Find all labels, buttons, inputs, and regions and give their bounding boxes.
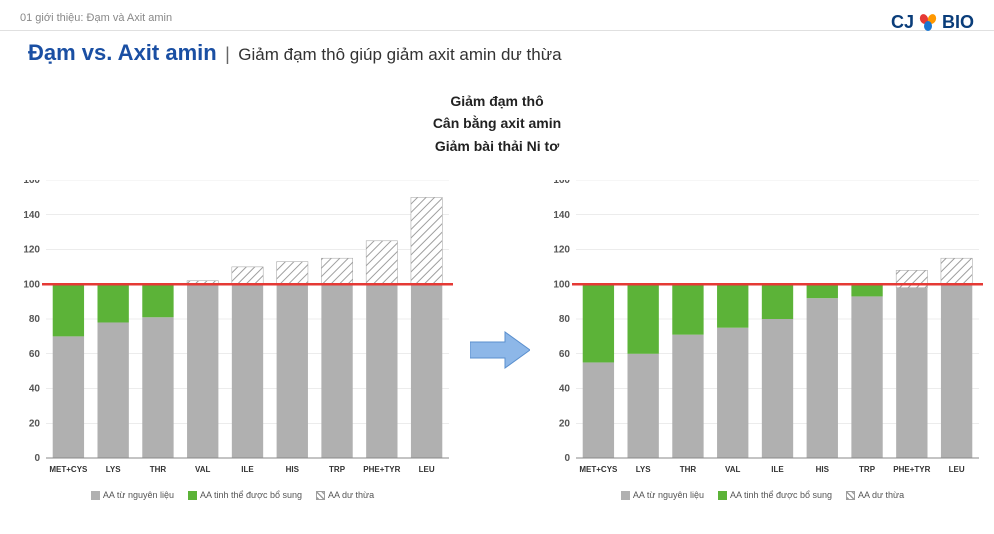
- center-line-1: Giảm đạm thô: [0, 90, 994, 112]
- legend-item-s3: AA dư thừa: [316, 490, 374, 500]
- svg-text:MET+CYS: MET+CYS: [579, 465, 618, 474]
- legend-right: AA từ nguyên liệu AA tinh thể được bổ su…: [540, 490, 985, 500]
- legend-label-s2-r: AA tinh thể được bổ sung: [730, 490, 832, 500]
- legend-item-s1: AA từ nguyên liệu: [91, 490, 174, 500]
- legend-label-s1: AA từ nguyên liệu: [103, 490, 174, 500]
- svg-text:LEU: LEU: [949, 465, 965, 474]
- legend-item-s1-r: AA từ nguyên liệu: [621, 490, 704, 500]
- svg-text:140: 140: [553, 210, 570, 221]
- svg-text:40: 40: [559, 384, 571, 395]
- breadcrumb: 01 giới thiệu: Đạm và Axit amin: [20, 12, 172, 24]
- svg-text:20: 20: [29, 418, 41, 429]
- svg-text:0: 0: [34, 453, 40, 464]
- svg-text:80: 80: [559, 314, 571, 325]
- svg-text:VAL: VAL: [725, 465, 741, 474]
- svg-text:60: 60: [559, 349, 571, 360]
- svg-text:VAL: VAL: [195, 465, 211, 474]
- svg-text:TRP: TRP: [859, 465, 876, 474]
- title-separator: |: [225, 44, 230, 64]
- svg-text:160: 160: [553, 180, 570, 186]
- center-line-3: Giảm bài thải Ni tơ: [0, 135, 994, 157]
- svg-text:LEU: LEU: [419, 465, 435, 474]
- arrow-right-icon: [470, 330, 530, 370]
- svg-text:140: 140: [23, 210, 40, 221]
- legend-item-s2: AA tinh thể được bổ sung: [188, 490, 302, 500]
- logo-text-cj: CJ: [891, 12, 914, 33]
- svg-text:LYS: LYS: [106, 465, 121, 474]
- legend-label-s3: AA dư thừa: [328, 490, 374, 500]
- center-caption: Giảm đạm thô Cân bằng axit amin Giảm bài…: [0, 90, 994, 157]
- legend-item-s3-r: AA dư thừa: [846, 490, 904, 500]
- page-subtitle: Giảm đạm thô giúp giảm axit amin dư thừa: [238, 45, 561, 64]
- legend-left: AA từ nguyên liệu AA tinh thể được bổ su…: [10, 490, 455, 500]
- svg-text:120: 120: [553, 245, 570, 256]
- chart-left-svg: 0 20 40 60 80 100 120 140 160 MET+CYS LYS THR VAL ILE…: [10, 180, 455, 500]
- svg-text:20: 20: [559, 418, 571, 429]
- center-line-2: Cân bằng axit amin: [0, 112, 994, 134]
- svg-text:120: 120: [23, 245, 40, 256]
- svg-text:40: 40: [29, 384, 41, 395]
- svg-text:0: 0: [564, 453, 570, 464]
- legend-item-s2-r: AA tinh thể được bổ sung: [718, 490, 832, 500]
- svg-text:80: 80: [29, 314, 41, 325]
- header-bar: 01 giới thiệu: Đạm và Axit amin: [0, 0, 994, 31]
- svg-text:PHE+TYR: PHE+TYR: [363, 465, 400, 474]
- svg-text:160: 160: [23, 180, 40, 186]
- svg-text:TRP: TRP: [329, 465, 346, 474]
- svg-text:THR: THR: [150, 465, 167, 474]
- svg-text:MET+CYS: MET+CYS: [49, 465, 88, 474]
- legend-label-s3-r: AA dư thừa: [858, 490, 904, 500]
- svg-text:ILE: ILE: [241, 465, 254, 474]
- svg-text:HIS: HIS: [816, 465, 830, 474]
- chart-left: 0 20 40 60 80 100 120 140 160 MET+CYS LYS THR VAL ILE…: [10, 180, 455, 500]
- page-title: Đạm vs. Axit amin: [28, 40, 217, 65]
- svg-text:100: 100: [553, 279, 570, 290]
- legend-label-s2: AA tinh thể được bổ sung: [200, 490, 302, 500]
- svg-text:LYS: LYS: [636, 465, 651, 474]
- legend-label-s1-r: AA từ nguyên liệu: [633, 490, 704, 500]
- svg-text:THR: THR: [680, 465, 697, 474]
- logo-text-bio: BIO: [942, 12, 974, 33]
- svg-text:100: 100: [23, 279, 40, 290]
- logo-petals-icon: [916, 10, 940, 34]
- chart-right: 0 20 40 60 80 100 120 140 160 MET+CYS LYS THR VAL ILE…: [540, 180, 985, 500]
- svg-text:60: 60: [29, 349, 41, 360]
- title-row: Đạm vs. Axit amin | Giảm đạm thô giúp gi…: [28, 40, 562, 66]
- svg-text:ILE: ILE: [771, 465, 784, 474]
- svg-text:PHE+TYR: PHE+TYR: [893, 465, 930, 474]
- cj-bio-logo: CJ BIO: [891, 10, 974, 34]
- svg-text:HIS: HIS: [286, 465, 300, 474]
- chart-right-svg: 0 20 40 60 80 100 120 140 160 MET+CYS LYS THR VAL ILE…: [540, 180, 985, 500]
